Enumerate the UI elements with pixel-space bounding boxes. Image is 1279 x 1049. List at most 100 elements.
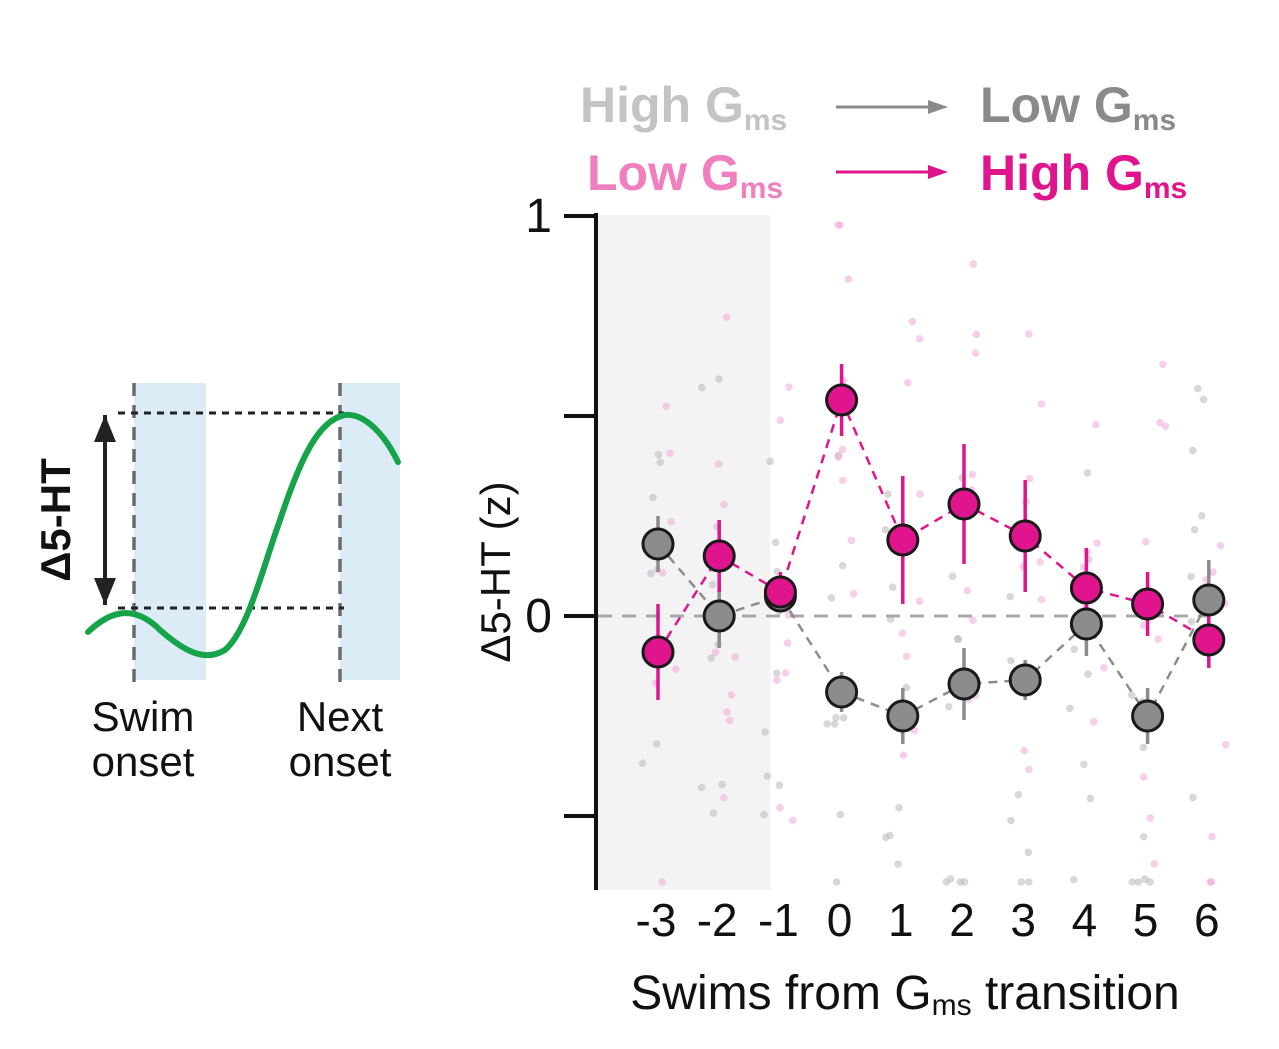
individual-dot (1159, 360, 1167, 369)
individual-dot (884, 490, 892, 498)
individual-dot (1070, 645, 1078, 654)
individual-dot (1090, 717, 1098, 726)
individual-dot (708, 580, 717, 589)
individual-dot (838, 476, 847, 485)
individual-dot (760, 810, 768, 819)
data-point (1069, 607, 1103, 641)
individual-dot (1128, 878, 1137, 886)
individual-dot (1189, 793, 1197, 802)
individual-dot (832, 713, 840, 722)
individual-dot (948, 572, 957, 581)
next-onset-label-line2: onset (289, 738, 392, 785)
individual-dot (1127, 691, 1136, 700)
individual-dot (963, 586, 972, 595)
individual-dot (722, 313, 731, 321)
individual-dot (725, 716, 734, 725)
individual-dot (902, 652, 911, 661)
data-point (825, 675, 859, 709)
individual-dot (881, 833, 890, 842)
legend-row1-arrow-icon (928, 100, 948, 114)
y-tick-label: 1 (525, 190, 552, 243)
individual-dot (1146, 814, 1155, 822)
data-point (641, 635, 675, 669)
individual-dot (838, 445, 847, 454)
data-point (702, 599, 736, 633)
individual-dot (1150, 860, 1159, 868)
individual-dot (761, 728, 769, 736)
swim-onset-label-line1: Swim (92, 693, 195, 740)
delta-arrow-head-top-icon (94, 415, 116, 442)
data-point (886, 699, 920, 733)
individual-dot (839, 714, 848, 722)
legend: High Gms Low Gms Low Gms High Gms (580, 77, 1187, 205)
individual-dot (1209, 568, 1217, 576)
series-line-0 (657, 543, 1210, 719)
individual-dot (1092, 420, 1100, 429)
y-tick-label: 0 (525, 590, 552, 643)
individual-dot (731, 653, 739, 661)
legend-row1-from: High Gms (580, 77, 787, 137)
individual-dot (1154, 635, 1163, 643)
x-tick-label: 0 (827, 894, 853, 946)
individual-dot (1007, 656, 1015, 665)
individual-dot (709, 809, 718, 818)
data-point (1069, 571, 1103, 605)
individual-dot (1187, 572, 1195, 581)
main-chart: 01-3 -2 -1 0 1 2 3 4 5 6 (525, 190, 1230, 946)
individual-dot (1206, 878, 1214, 886)
individual-dot (830, 720, 839, 728)
individual-dot (715, 460, 723, 468)
individual-dot (847, 536, 856, 545)
individual-dot (1069, 875, 1078, 884)
x-tick-label: -2 (697, 894, 738, 946)
x-tick-label: 2 (949, 894, 975, 946)
individual-dot (707, 654, 715, 662)
individual-dot (1141, 538, 1150, 546)
individual-dot (773, 676, 781, 684)
individual-dot (1014, 790, 1023, 799)
data-point (763, 575, 797, 609)
legend-row2-from: Low Gms (587, 145, 783, 205)
individual-dot (1006, 592, 1014, 601)
individual-dot (666, 449, 674, 457)
individual-dot (1084, 670, 1092, 679)
data-point (702, 539, 736, 573)
data-point (825, 383, 859, 417)
chart-ylabel: Δ5-HT (z) (472, 481, 519, 662)
individual-dot (1139, 773, 1148, 781)
swim-onset-window (134, 383, 206, 680)
individual-dot (1134, 878, 1143, 886)
individual-dot (1020, 746, 1029, 755)
individual-dot (656, 458, 665, 466)
serotonin-trace (85, 411, 401, 659)
individual-dot (763, 772, 772, 780)
individual-dot (698, 383, 706, 392)
individual-dot (1161, 422, 1170, 431)
individual-dot (711, 648, 720, 657)
individual-dot (720, 500, 728, 509)
individual-dot (647, 569, 655, 578)
individual-dot (719, 793, 728, 802)
individual-dot (1037, 595, 1046, 604)
individual-dot (827, 594, 836, 602)
individual-dot (1199, 395, 1208, 404)
data-point (1131, 699, 1165, 733)
individual-dot (1024, 330, 1033, 338)
individual-dot (1036, 558, 1045, 566)
individual-dot (766, 457, 774, 466)
individual-dot (1100, 663, 1108, 672)
individual-dot (1216, 541, 1225, 550)
individual-dot (1017, 878, 1026, 886)
individual-dot (969, 260, 978, 268)
individual-dot (1066, 704, 1074, 713)
individual-dot (1024, 848, 1033, 857)
individual-dot (904, 378, 912, 387)
x-tick-label: -1 (758, 894, 799, 946)
individual-dot (1007, 816, 1015, 825)
individual-dot (1139, 621, 1148, 630)
individual-dot (771, 538, 780, 547)
individual-dot (1208, 832, 1216, 841)
individual-dot (946, 875, 955, 883)
individual-dot (1188, 446, 1197, 455)
individual-dot (785, 383, 793, 391)
